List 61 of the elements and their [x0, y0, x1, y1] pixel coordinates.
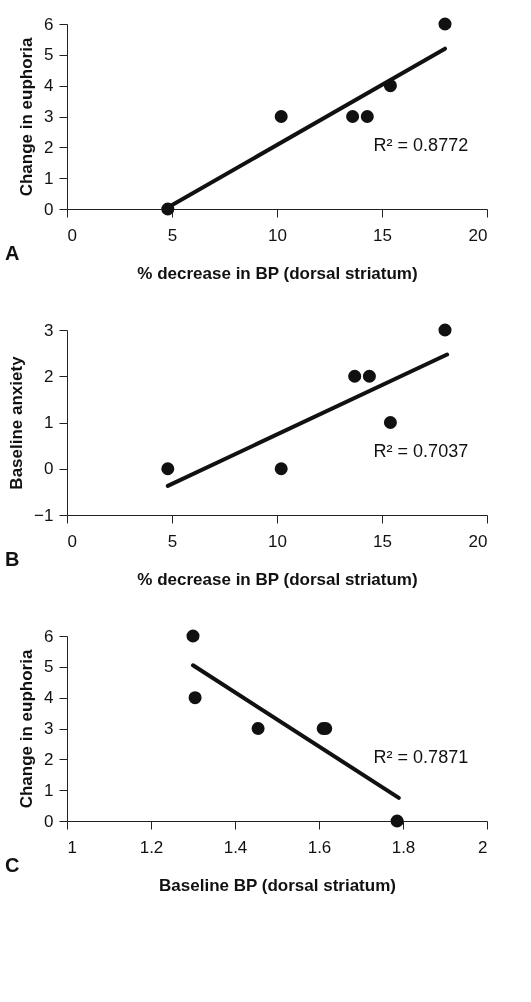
y-tick-label: −1 [34, 505, 54, 525]
y-tick-label: 2 [44, 137, 54, 157]
y-tick-label: 3 [44, 320, 54, 340]
x-tick-label: 15 [373, 531, 392, 551]
y-axis-title: Change in euphoria [17, 649, 37, 809]
y-tick-label: 1 [44, 780, 54, 800]
text: C [5, 854, 20, 876]
y-tick-label: 1 [44, 413, 54, 432]
x-tick-label: 1 [67, 837, 77, 857]
y-tick-label: 0 [44, 811, 54, 831]
x-tick-label: 10 [268, 225, 287, 245]
point [360, 109, 374, 124]
x-tick-label: 15 [373, 225, 392, 245]
x-tick-label: 1.4 [223, 837, 248, 857]
point [390, 814, 404, 828]
annotation: R² = 0.7037 [373, 441, 469, 462]
point [348, 369, 362, 383]
point [438, 323, 452, 337]
point [438, 17, 452, 31]
x-tick-label: 10 [268, 531, 287, 551]
point [383, 415, 397, 430]
x-tick-label: 5 [167, 225, 178, 245]
y-tick-label: 5 [44, 657, 54, 677]
y-tick-label: 6 [44, 14, 54, 34]
x-tick-label: 1.6 [307, 837, 332, 857]
x-axis-title: % decrease in BP (dorsal striatum) [137, 263, 418, 283]
x-tick-label: 0 [67, 225, 77, 245]
point [362, 369, 376, 383]
y-tick-label: 3 [44, 719, 54, 738]
point [274, 462, 288, 476]
x-tick-label: 1.2 [139, 837, 164, 857]
x-tick-label: 5 [167, 531, 178, 551]
y-axis-title: Change in euphoria [17, 37, 37, 197]
y-tick-label: 6 [44, 626, 54, 646]
x-tick-label: 1.8 [391, 837, 416, 857]
x-tick-label: 2 [478, 837, 488, 857]
point [186, 629, 200, 643]
point [274, 109, 288, 124]
text: A [5, 242, 20, 264]
y-tick-label: 0 [44, 459, 54, 479]
y-tick-label: 0 [44, 199, 54, 219]
y-tick-label: 4 [44, 76, 54, 96]
text: B [5, 548, 20, 570]
x-axis-title: Baseline BP (dorsal striatum) [159, 875, 396, 895]
point [346, 109, 360, 124]
y-axis-title: Baseline anxiety [7, 355, 27, 490]
x-tick-label: 0 [67, 531, 77, 551]
point [188, 691, 202, 705]
y-tick-label: 3 [44, 107, 54, 126]
y-tick-label: 5 [44, 45, 54, 65]
x-tick-label: 20 [468, 531, 488, 551]
point [251, 721, 265, 736]
y-tick-label: 4 [44, 688, 54, 708]
y-tick-label: 1 [44, 168, 54, 188]
x-tick-label: 20 [468, 225, 488, 245]
y-tick-label: 2 [44, 366, 54, 386]
y-tick-label: 2 [44, 749, 54, 769]
annotation: R² = 0.7871 [373, 747, 469, 768]
x-axis-title: % decrease in BP (dorsal striatum) [137, 569, 418, 589]
point [161, 462, 175, 476]
annotation: R² = 0.8772 [373, 135, 469, 156]
